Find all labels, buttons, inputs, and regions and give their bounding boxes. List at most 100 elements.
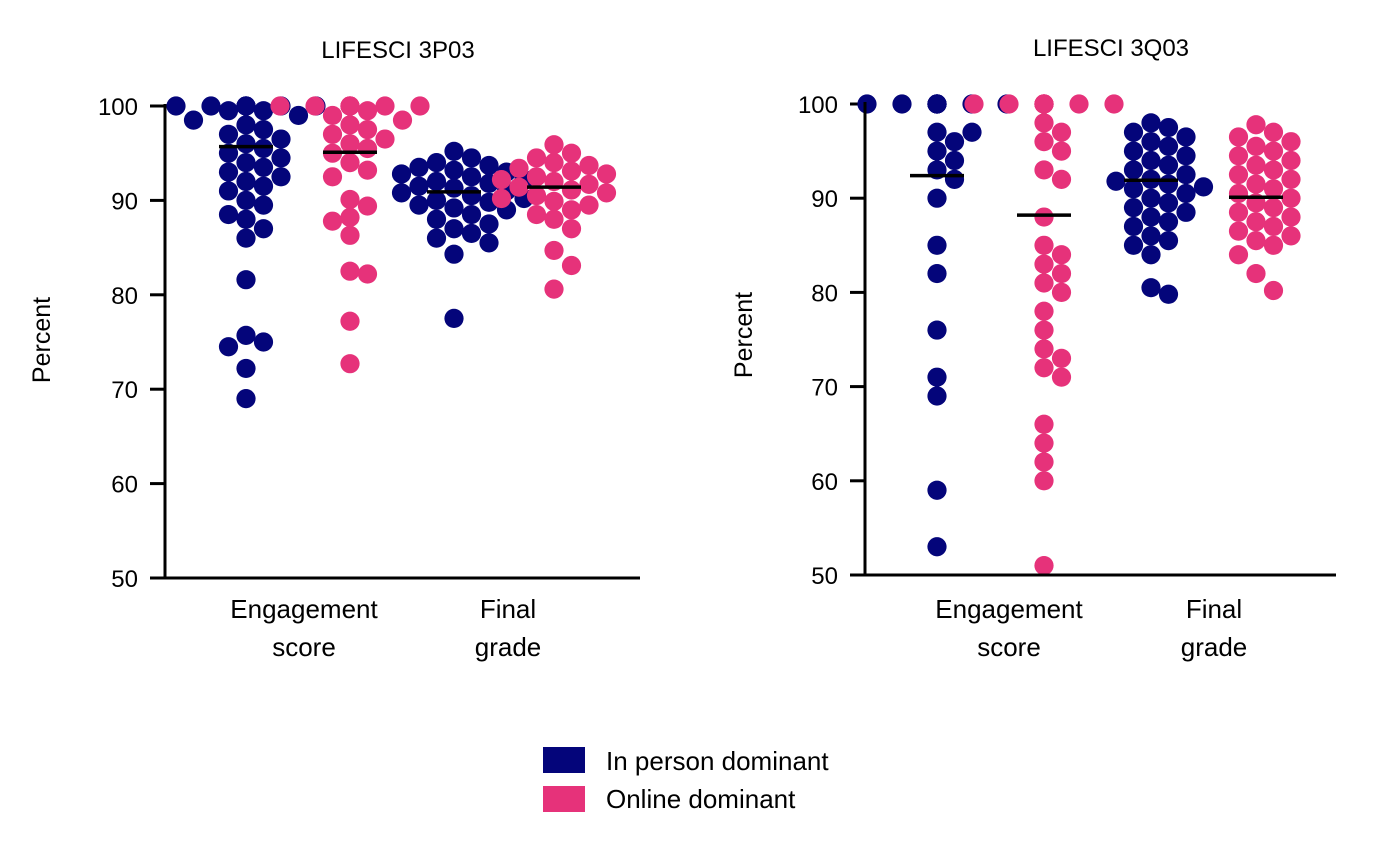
data-point [236, 325, 256, 345]
data-point [1228, 165, 1249, 185]
data-point [1281, 150, 1301, 171]
category-label-engagement-line2: score [272, 632, 336, 662]
data-point [444, 308, 464, 328]
data-point [288, 105, 309, 126]
data-point [461, 186, 482, 206]
y-tick-label-70: 70 [111, 377, 138, 404]
data-point [375, 96, 395, 116]
data-point [944, 132, 965, 152]
data-point [409, 176, 429, 196]
data-point [236, 115, 256, 135]
data-point [236, 190, 256, 210]
data-point [479, 214, 499, 234]
data-point [1263, 179, 1284, 199]
data-point [1034, 452, 1054, 472]
data-point [1141, 150, 1161, 171]
y-tick-label-90: 90 [811, 186, 838, 213]
data-point [1034, 113, 1054, 133]
data-point [479, 155, 499, 176]
data-point [1246, 174, 1266, 194]
data-point [1263, 122, 1284, 142]
data-point [561, 200, 582, 220]
legend: In person dominant Online dominant [543, 746, 829, 814]
data-point [357, 138, 378, 159]
data-point [426, 228, 447, 248]
data-point [509, 177, 529, 197]
data-point [1158, 155, 1179, 175]
data-point [340, 261, 360, 281]
data-point [491, 170, 512, 190]
data-point [1123, 179, 1144, 199]
category-label-final-line2: grade [1181, 632, 1248, 662]
data-point [253, 219, 274, 239]
data-point [1263, 160, 1284, 180]
data-point [305, 96, 325, 116]
data-point [357, 160, 378, 180]
data-point [1246, 263, 1266, 284]
y-tick-label-80: 80 [111, 283, 138, 310]
data-point [218, 162, 239, 182]
y-tick-label-50: 50 [811, 563, 838, 590]
data-point [426, 190, 447, 210]
data-point [1176, 165, 1196, 185]
y-tick-label-90: 90 [111, 188, 138, 215]
category-label-engagement: Engagement [935, 594, 1083, 624]
data-point [461, 148, 482, 168]
data-point [1104, 94, 1124, 114]
data-point [271, 129, 291, 149]
data-point [218, 101, 239, 121]
data-point [1246, 230, 1266, 251]
y-ticks: 50 60 70 80 90 100 [798, 92, 865, 590]
data-point [526, 186, 547, 206]
y-axis-label: Percent [28, 297, 56, 383]
data-point [927, 188, 947, 208]
data-point [1123, 141, 1144, 161]
data-point [270, 96, 290, 116]
legend-swatch-online [543, 786, 585, 812]
data-point [579, 195, 599, 215]
data-point [1141, 278, 1161, 298]
data-point [1158, 284, 1179, 304]
data-point [461, 167, 482, 187]
data-point [461, 223, 482, 244]
data-point [1051, 122, 1072, 142]
data-point [1051, 245, 1072, 265]
data-point [1263, 198, 1284, 218]
data-point [426, 153, 447, 173]
data-point [340, 96, 360, 116]
data-point [253, 195, 274, 215]
data-point [1123, 198, 1144, 218]
data-point [1246, 155, 1266, 175]
data-point [461, 204, 482, 225]
data-point [1051, 263, 1072, 284]
legend-label-in-person: In person dominant [606, 746, 829, 776]
data-point [1034, 207, 1054, 227]
data-point [1263, 141, 1284, 161]
data-point [927, 235, 947, 255]
data-point [218, 337, 239, 357]
data-point [526, 204, 547, 225]
data-point [236, 134, 256, 154]
data-point [1228, 245, 1249, 265]
data-point [357, 196, 378, 216]
data-point [927, 386, 947, 406]
data-point [1123, 122, 1144, 142]
data-point [1158, 136, 1179, 156]
data-point [964, 94, 984, 114]
data-point [1158, 212, 1179, 232]
data-point [1176, 146, 1196, 166]
data-point [236, 228, 256, 248]
data-point [340, 311, 360, 331]
data-point [927, 141, 947, 161]
data-point [1034, 132, 1054, 152]
data-point [1034, 94, 1054, 114]
data-point [253, 176, 274, 196]
data-point [1034, 414, 1054, 434]
mean-lines [219, 144, 581, 194]
data-point [426, 209, 447, 229]
data-point [1246, 136, 1266, 156]
data-point [1246, 115, 1266, 135]
data-point [1034, 254, 1054, 274]
data-point [479, 233, 499, 253]
